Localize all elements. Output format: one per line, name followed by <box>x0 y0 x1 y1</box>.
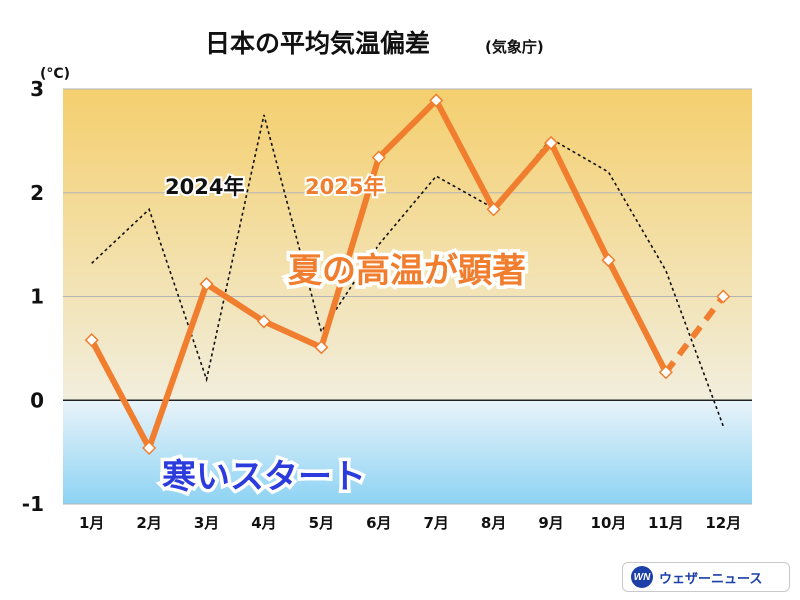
annotation-cold-start: 寒いスタート <box>162 457 366 497</box>
series-2025-point <box>716 289 731 304</box>
series-2025-point <box>658 365 673 380</box>
x-tick-label: 6月 <box>366 514 391 532</box>
x-tick-label: 9月 <box>538 514 563 532</box>
series-2025-markers <box>84 93 731 456</box>
x-tick-label: 5月 <box>309 514 334 532</box>
y-tick-label: 0 <box>30 388 44 412</box>
series-2025-point <box>486 202 501 217</box>
x-tick-label: 4月 <box>251 514 276 532</box>
legend-2024: 2024年 <box>165 175 244 199</box>
x-tick-label: 7月 <box>423 514 448 532</box>
plot-background-negative <box>63 400 752 504</box>
series-2025-point <box>314 340 329 355</box>
y-tick-label: 2 <box>30 181 44 205</box>
legend-2025: 2025年 <box>305 175 384 199</box>
series-2025-point <box>543 135 559 151</box>
y-tick-label: 3 <box>30 77 44 101</box>
y-axis-unit: (°C) <box>40 66 70 82</box>
series-2025-point <box>371 150 386 165</box>
x-tick-label: 3月 <box>194 514 219 532</box>
series-2025-point <box>601 253 616 268</box>
series-2025-point <box>84 333 99 348</box>
weathernews-logo-text: ウェザーニュース <box>659 571 763 587</box>
annotation-summer-heat: 夏の高温が顕著 <box>288 251 526 291</box>
series-2025-dashed-segment <box>663 294 726 375</box>
x-tick-label: 1月 <box>79 514 104 532</box>
x-tick-labels: 1月 2月 3月 4月 5月 6月 7月 8月 9月 10月 11月 12月 <box>79 514 741 532</box>
series-2024 <box>91 114 725 427</box>
x-tick-label: 10月 <box>591 514 627 532</box>
x-tick-label: 2月 <box>136 514 161 532</box>
y-tick-label: 1 <box>30 285 44 309</box>
x-tick-label: 12月 <box>705 514 741 532</box>
x-tick-label: 11月 <box>648 514 684 532</box>
series-2025-point <box>142 440 157 456</box>
plot-background-positive <box>63 89 752 401</box>
series-2025-point <box>429 93 444 108</box>
y-tick-label: -1 <box>22 492 44 516</box>
series-2025-point <box>199 276 214 292</box>
x-tick-label: 8月 <box>481 514 506 532</box>
series-2024-line <box>91 114 725 427</box>
chart-subtitle: (気象庁) <box>485 38 544 56</box>
y-tick-labels: 3 2 1 0 -1 <box>22 77 44 516</box>
series-2025-point <box>256 314 272 329</box>
weathernews-logo-icon: WN <box>631 566 653 588</box>
weathernews-logo: WN ウェザーニュース <box>622 562 790 592</box>
chart-title: 日本の平均気温偏差 <box>205 29 430 58</box>
